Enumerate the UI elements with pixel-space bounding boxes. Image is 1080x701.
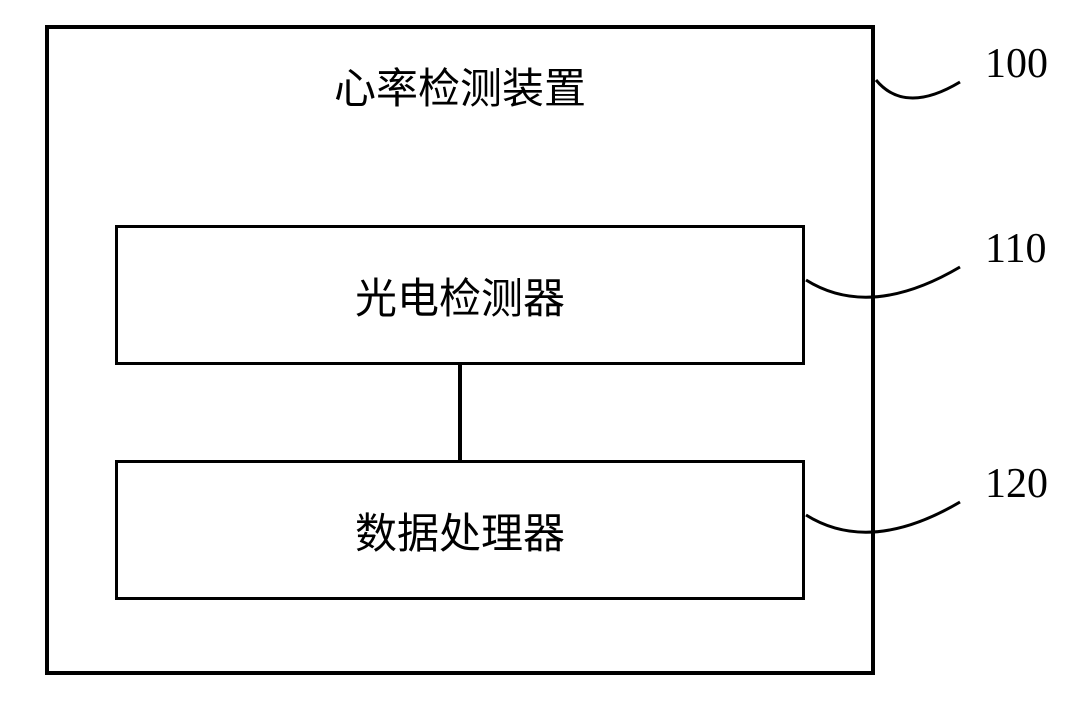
reference-label-110: 110 <box>985 225 1046 273</box>
diagram-title: 心率检测装置 <box>300 55 620 115</box>
block-label-detector: 光电检测器 <box>115 225 805 365</box>
block-label-processor: 数据处理器 <box>115 460 805 600</box>
reference-label-120: 120 <box>985 460 1048 508</box>
leader-line-100 <box>876 80 960 98</box>
reference-label-100: 100 <box>985 40 1048 88</box>
